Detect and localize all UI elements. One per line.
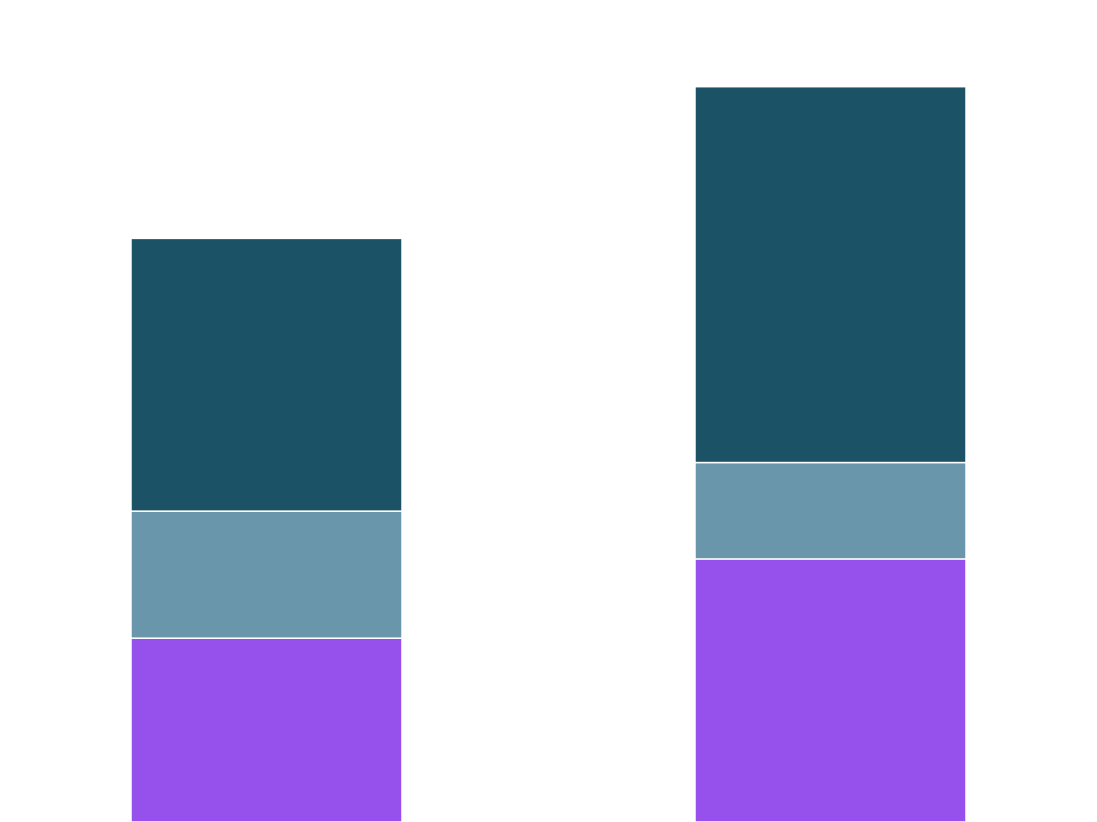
bar-segment-1-1 (130, 637, 403, 822)
bar-segment-2-3 (694, 85, 967, 464)
bar-segment-1-2 (130, 510, 403, 639)
bar-segment-2-1 (694, 558, 967, 822)
bar-segment-2-2 (694, 461, 967, 560)
bar-segment-1-3 (130, 237, 403, 512)
